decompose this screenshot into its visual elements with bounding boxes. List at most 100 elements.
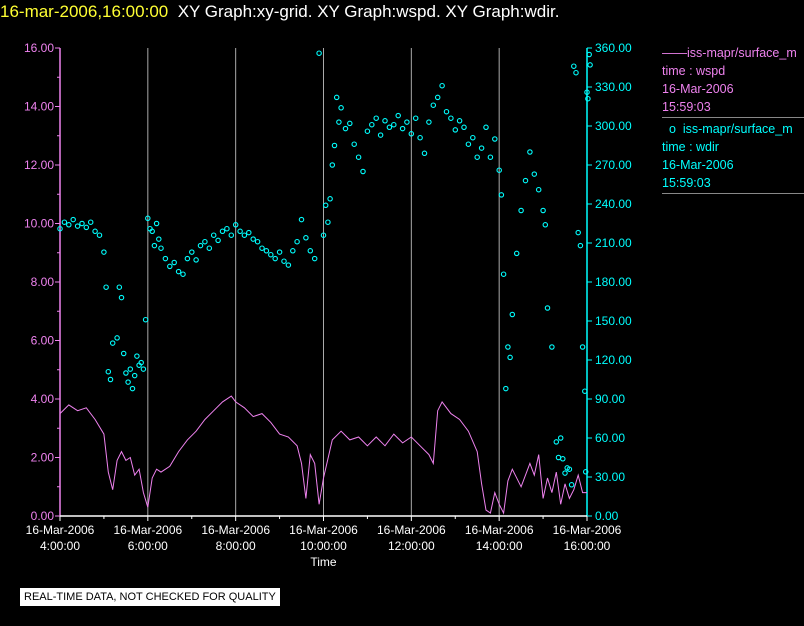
wdir-point — [571, 63, 577, 69]
right-tick-label: 360.00 — [595, 41, 632, 55]
left-tick-label: 10.00 — [24, 217, 54, 231]
wdir-point — [503, 385, 509, 392]
legend-marker-symbol: o — [668, 122, 676, 136]
wdir-point — [505, 344, 511, 350]
left-tick-label: 2.00 — [31, 451, 55, 465]
wdir-point — [268, 251, 274, 258]
wdir-point — [496, 167, 502, 173]
left-tick-label: 4.00 — [31, 392, 55, 406]
wdir-point — [138, 359, 144, 366]
right-tick-label: 330.00 — [595, 80, 632, 94]
wdir-point — [228, 232, 235, 238]
wdir-point — [134, 353, 140, 359]
wdir-point — [577, 242, 584, 249]
right-tick-label: 90.00 — [595, 392, 625, 406]
wdir-point — [478, 145, 485, 151]
wdir-point — [456, 118, 463, 124]
graph-title: 16-mar-2006,16:00:00 XY Graph:xy-grid. X… — [0, 0, 559, 24]
wdir-point — [241, 232, 248, 238]
wdir-point — [347, 120, 353, 127]
wdir-point — [474, 154, 480, 160]
wdir-point — [333, 94, 340, 101]
x-tick-time: 10:00:00 — [300, 539, 347, 553]
wdir-point — [140, 366, 147, 372]
wdir-point — [149, 228, 155, 235]
wdir-point — [500, 271, 507, 277]
wdir-point — [316, 50, 322, 56]
x-tick-date: 16-Mar-2006 — [113, 523, 182, 537]
wdir-point — [364, 128, 371, 134]
wdir-point — [79, 220, 85, 227]
wdir-point — [303, 235, 309, 241]
wdir-point — [331, 142, 338, 149]
wdir-point — [120, 350, 127, 357]
legend-time: 15:59:03 — [662, 100, 711, 114]
wdir-point — [202, 238, 208, 245]
wdir-point — [83, 224, 90, 231]
wdir-point — [153, 220, 160, 227]
wdir-point — [542, 222, 549, 228]
legend-date: 16-Mar-2006 — [662, 158, 734, 172]
legend-series-name: iss-mapr/surface_m — [682, 122, 793, 136]
wdir-point — [426, 119, 432, 125]
wdir-point — [327, 196, 333, 202]
title-timestamp: 16-mar-2006,16:00:00 — [0, 2, 169, 21]
grid-lines — [147, 48, 500, 516]
legend-entry-wdir: o iss-mapr/surface_m time : wdir 16-Mar-… — [662, 120, 804, 194]
wdir-point — [285, 262, 292, 268]
wdir-point — [395, 112, 401, 119]
wdir-point — [377, 132, 384, 138]
wdir-point — [587, 62, 593, 68]
wdir-point — [105, 368, 112, 375]
x-tick-time: 8:00:00 — [216, 539, 256, 553]
wdir-point — [70, 216, 76, 223]
x-tick-time: 14:00:00 — [476, 539, 523, 553]
wdir-point — [61, 219, 68, 225]
right-tick-label: 240.00 — [595, 197, 632, 211]
right-tick-label: 60.00 — [595, 431, 625, 445]
wdir-point — [522, 177, 529, 184]
x-tick-time: 6:00:00 — [128, 539, 168, 553]
wdir-point — [167, 263, 173, 270]
wdir-point — [145, 215, 151, 222]
legend-line-symbol: —— — [662, 46, 687, 60]
wdir-point — [399, 125, 406, 132]
wdir-point — [448, 115, 454, 121]
wdir-point — [498, 192, 505, 198]
left-tick-label: 8.00 — [31, 275, 55, 289]
wdir-point — [263, 248, 270, 254]
wdir-point — [408, 131, 415, 137]
legend-date: 16-Mar-2006 — [662, 82, 734, 96]
wdir-point — [487, 154, 494, 160]
wdir-point — [281, 258, 287, 264]
wdir-point — [452, 127, 459, 133]
wdir-point — [57, 225, 63, 232]
right-tick-label: 120.00 — [595, 353, 632, 367]
wdir-point — [107, 376, 114, 383]
wdir-point — [540, 207, 546, 214]
legend-entry-wspd: ——iss-mapr/surface_m time : wspd 16-Mar-… — [662, 44, 804, 118]
wspd-series — [59, 395, 587, 515]
wdir-point — [355, 154, 362, 160]
wdir-point — [509, 311, 516, 318]
wdir-point — [582, 388, 588, 394]
wdir-point — [96, 232, 103, 238]
wdir-point — [237, 228, 243, 235]
x-tick-time: 4:00:00 — [40, 539, 80, 553]
wdir-point — [417, 134, 423, 141]
wdir-point — [555, 454, 562, 461]
left-tick-label: 16.00 — [24, 41, 54, 55]
wdir-point — [535, 186, 542, 193]
left-tick-label: 0.00 — [31, 509, 55, 523]
x-tick-time: 12:00:00 — [388, 539, 435, 553]
wdir-point — [123, 370, 129, 376]
right-tick-label: 150.00 — [595, 314, 632, 328]
wdir-point — [549, 344, 555, 350]
wdir-point — [158, 245, 164, 251]
wdir-point — [566, 466, 573, 472]
wdir-point — [325, 219, 331, 225]
wdir-point — [125, 379, 131, 385]
wdir-series — [57, 50, 593, 488]
wdir-point — [66, 222, 72, 228]
